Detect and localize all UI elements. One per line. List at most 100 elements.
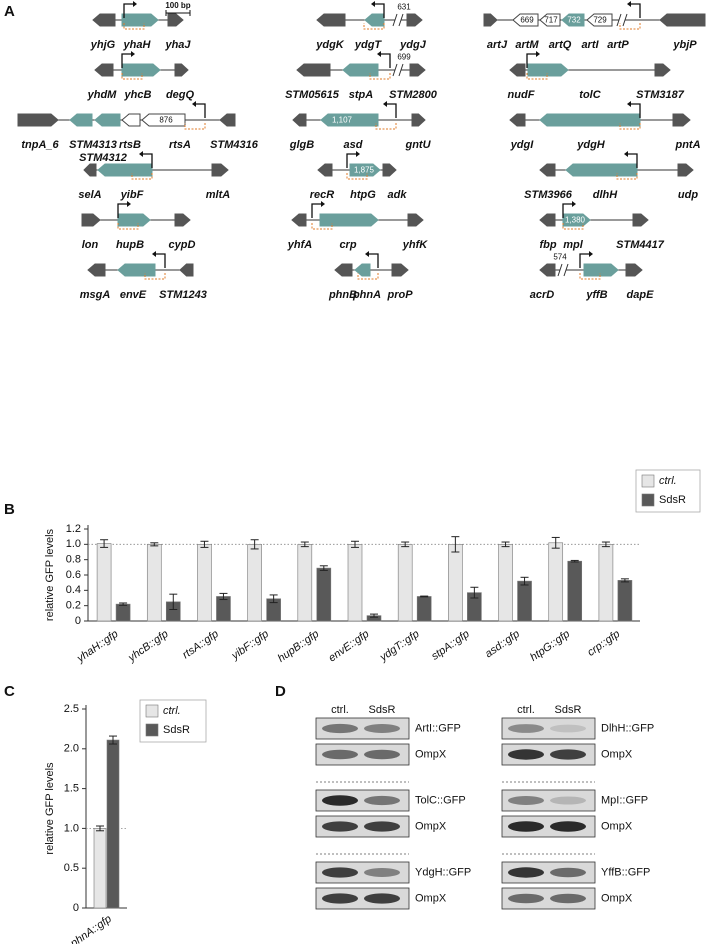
break-mark (392, 13, 398, 27)
gene-label: proP (386, 289, 413, 301)
blot-band (322, 893, 358, 904)
length-label: 631 (397, 3, 411, 12)
promoter-head (152, 251, 156, 257)
bar (115, 603, 131, 622)
legend-swatch (641, 474, 655, 488)
bar (548, 542, 564, 622)
error-bar (351, 540, 359, 548)
blot-image (501, 861, 596, 884)
error-bar (100, 539, 109, 548)
gene-label: hupB (116, 239, 144, 251)
gene-arrow (97, 163, 153, 177)
gene-label: cypD (169, 239, 196, 251)
blot-label: OmpX (415, 892, 447, 904)
error-bar (250, 539, 259, 550)
gene-arrow (117, 213, 151, 227)
break-mark (392, 63, 398, 77)
blot-image (501, 717, 596, 740)
gene-label: artQ (549, 39, 572, 51)
error-bar (451, 536, 460, 553)
y-tick-label: 0.2 (66, 600, 81, 612)
blot-band (508, 867, 544, 878)
blot-band (550, 867, 586, 878)
legend-label: SdsR (659, 494, 686, 506)
blot-label: YffB::GFP (601, 866, 650, 878)
blot-label: OmpX (415, 748, 447, 760)
gene-label: STM4313 (69, 139, 117, 151)
blot-image (315, 887, 410, 910)
gene-label: envE (120, 289, 147, 301)
promoter-head (127, 201, 131, 207)
promoter-head (589, 251, 593, 257)
gene-label: fbp (539, 239, 556, 251)
error-bar (109, 735, 117, 745)
gene-label: pntA (674, 139, 700, 151)
blot-band (508, 749, 544, 760)
blot-band (364, 749, 400, 760)
bar (247, 544, 262, 622)
length-label: 1,875 (354, 166, 375, 175)
blot-band (508, 724, 544, 733)
gene-label: tolC (579, 89, 601, 101)
promoter (387, 103, 397, 118)
error-bar (219, 592, 228, 601)
utr-region (357, 273, 379, 280)
gene-arrow (483, 13, 498, 27)
gene-arrow (391, 263, 409, 277)
utr-region (375, 123, 397, 130)
gene-label: yhaH (123, 39, 152, 51)
legend-label: ctrl. (163, 705, 181, 717)
gene-arrow (382, 163, 397, 177)
length-label: 699 (397, 53, 411, 62)
blot-band (550, 821, 586, 832)
gene-arrow (565, 163, 638, 177)
gene-arrow (117, 263, 156, 277)
panel-label: D (275, 683, 286, 700)
gene-label: gntU (404, 139, 431, 151)
gene-label: nudF (508, 89, 535, 101)
gene-arrow (141, 113, 186, 127)
blot-band (508, 893, 544, 904)
gene-arrow (539, 13, 561, 27)
gene-arrow (167, 13, 184, 27)
blot-label: TolC::GFP (415, 794, 466, 806)
bar (448, 544, 463, 622)
blot-image (501, 887, 596, 910)
gene-label: STM2800 (389, 89, 438, 101)
gene-label: crp (339, 239, 356, 251)
utr-region (579, 273, 601, 280)
gene-arrow (409, 63, 426, 77)
blot-band (508, 821, 544, 832)
gene-label: ydgJ (399, 39, 427, 51)
blot-image (315, 815, 410, 838)
bar (498, 544, 513, 622)
legend-label: ctrl. (659, 475, 677, 487)
gene-label: artP (607, 39, 629, 51)
blot-band (364, 724, 400, 733)
gene-label: ydgI (510, 139, 535, 151)
gene-arrow (512, 13, 539, 27)
gene-arrow (509, 63, 526, 77)
blot-band (550, 749, 586, 760)
gene-arrow (320, 113, 379, 127)
gene-label: STM1243 (159, 289, 207, 301)
blot-label: YdgH::GFP (415, 866, 471, 878)
gene-arrow (121, 113, 141, 127)
gene-label: acrD (530, 289, 555, 301)
gene-arrow (349, 163, 381, 177)
gene-label: rtsA (169, 139, 191, 151)
blot-band (550, 724, 586, 733)
y-tick-label: 0 (75, 615, 81, 627)
gene-arrow (539, 113, 641, 127)
gene-arrow (672, 113, 691, 127)
blot-band (322, 723, 358, 734)
promoter (562, 203, 572, 218)
gene-arrow (292, 113, 307, 127)
promoter (579, 253, 589, 268)
gene-label: htpG (350, 189, 376, 201)
gene-arrow (69, 113, 93, 127)
gene-label: yibF (120, 189, 144, 201)
gene-label: artI (581, 39, 599, 51)
gene-label: dlhH (593, 189, 618, 201)
